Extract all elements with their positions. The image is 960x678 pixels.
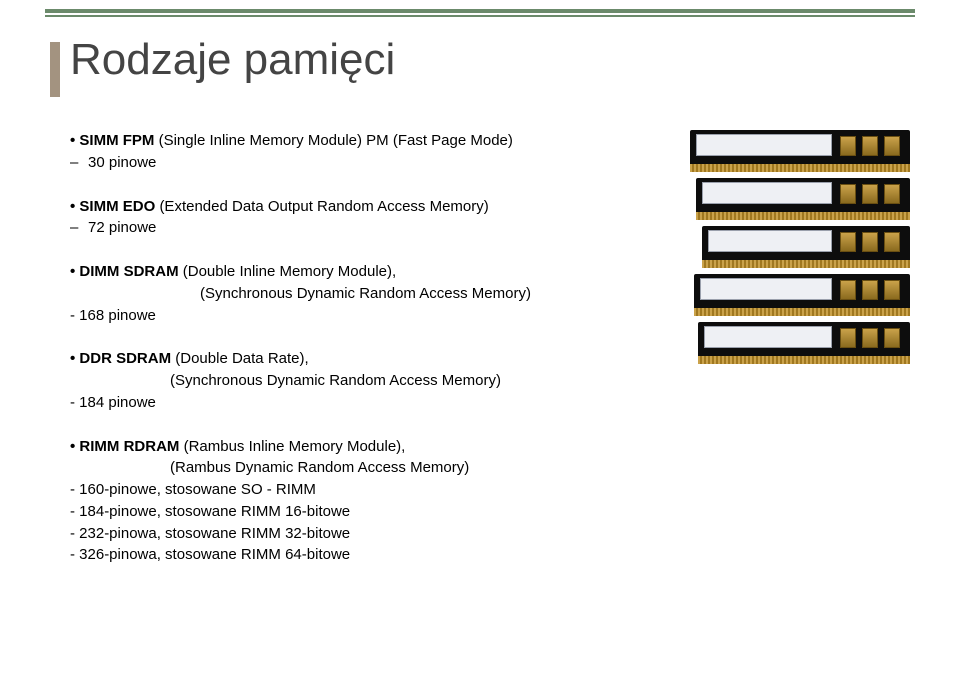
item-desc: (Single Inline Memory Module) PM (Fast P… [159, 132, 513, 149]
item-heading: • DDR SDRAM (Double Data Rate), [70, 348, 630, 370]
ram-sticker [700, 278, 832, 300]
ram-chip [862, 184, 878, 204]
item-heading: • RIMM RDRAM (Rambus Inline Memory Modul… [70, 436, 630, 458]
ram-chip [840, 136, 856, 156]
item-sub: - 326-pinowa, stosowane RIMM 64-bitowe [70, 544, 630, 566]
ram-sticker [702, 182, 832, 204]
ram-chip [884, 184, 900, 204]
ram-sticker [708, 230, 832, 252]
memory-item: • DDR SDRAM (Double Data Rate), (Synchro… [70, 348, 630, 413]
ram-sticker [696, 134, 832, 156]
ram-module [696, 178, 910, 220]
item-desc: (Double Data Rate), [175, 350, 308, 367]
item-detail-line: (Synchronous Dynamic Random Access Memor… [70, 370, 630, 392]
ram-sticker [704, 326, 832, 348]
item-bold: DDR SDRAM [79, 350, 171, 367]
ram-chip [840, 280, 856, 300]
memory-item: • DIMM SDRAM (Double Inline Memory Modul… [70, 261, 630, 326]
ram-pins [694, 308, 910, 316]
ram-chip [862, 328, 878, 348]
item-bold: SIMM FPM [79, 132, 154, 149]
item-heading: • SIMM EDO (Extended Data Output Random … [70, 196, 630, 218]
item-sub: - 232-pinowa, stosowane RIMM 32-bitowe [70, 523, 630, 545]
ram-chip [884, 232, 900, 252]
ram-modules-image [690, 130, 910, 370]
item-desc: (Double Inline Memory Module), [183, 263, 396, 280]
memory-item: • SIMM FPM (Single Inline Memory Module)… [70, 130, 630, 174]
ram-pins [690, 164, 910, 172]
slide-body: • SIMM FPM (Single Inline Memory Module)… [70, 130, 630, 588]
ram-module [694, 274, 910, 316]
ram-module [690, 130, 910, 172]
ram-pins [702, 260, 910, 268]
memory-item: • SIMM EDO (Extended Data Output Random … [70, 196, 630, 240]
item-heading: • DIMM SDRAM (Double Inline Memory Modul… [70, 261, 630, 283]
ram-chip [884, 280, 900, 300]
item-bold: DIMM SDRAM [79, 263, 178, 280]
item-sub: 30 pinowe [70, 152, 630, 174]
ram-chip [884, 328, 900, 348]
item-detail-line: (Rambus Dynamic Random Access Memory) [70, 457, 630, 479]
ram-chip [840, 184, 856, 204]
ram-pins [696, 212, 910, 220]
item-bold: RIMM RDRAM [79, 438, 179, 455]
item-sub: 72 pinowe [70, 217, 630, 239]
slide-title: Rodzaje pamięci [70, 35, 395, 85]
ram-chip [862, 232, 878, 252]
item-detail-line: (Synchronous Dynamic Random Access Memor… [70, 283, 630, 305]
ram-chip [840, 232, 856, 252]
item-desc: (Extended Data Output Random Access Memo… [159, 198, 488, 215]
item-sub: - 168 pinowe [70, 305, 630, 327]
ram-pins [698, 356, 910, 364]
title-accent-block [50, 42, 60, 97]
item-sub: - 184-pinowe, stosowane RIMM 16-bitowe [70, 501, 630, 523]
ram-chip [884, 136, 900, 156]
ram-module [698, 322, 910, 364]
top-rule-thick [45, 9, 915, 13]
item-sub: - 184 pinowe [70, 392, 630, 414]
item-heading: • SIMM FPM (Single Inline Memory Module)… [70, 130, 630, 152]
memory-item: • RIMM RDRAM (Rambus Inline Memory Modul… [70, 436, 630, 567]
item-bold: SIMM EDO [79, 198, 155, 215]
ram-chip [862, 136, 878, 156]
top-rule-thin [45, 15, 915, 17]
item-sub: - 160-pinowe, stosowane SO - RIMM [70, 479, 630, 501]
ram-chip [862, 280, 878, 300]
item-desc: (Rambus Inline Memory Module), [184, 438, 406, 455]
ram-chip [840, 328, 856, 348]
ram-module [702, 226, 910, 268]
